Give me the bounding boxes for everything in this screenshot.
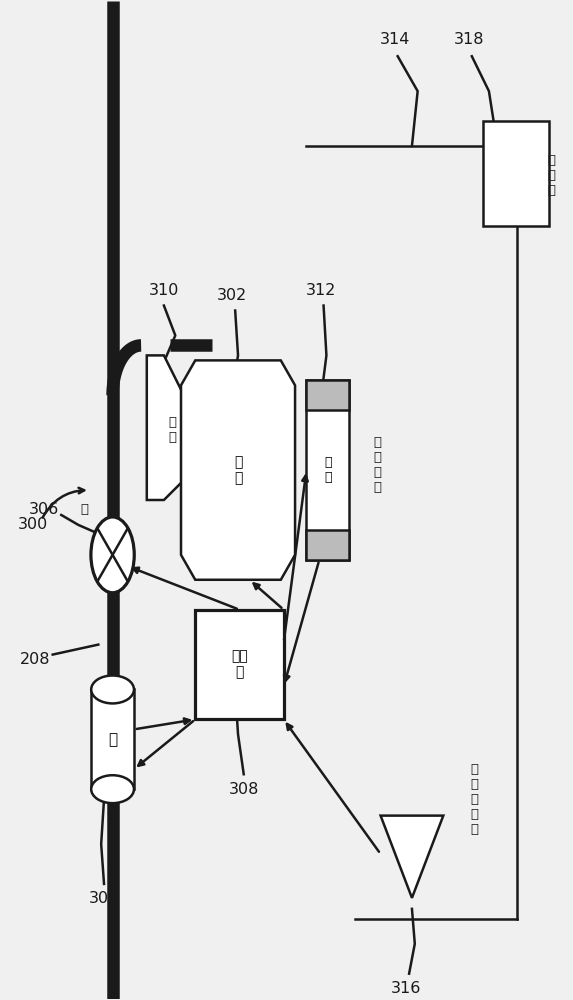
Ellipse shape <box>91 775 134 803</box>
Text: 304: 304 <box>89 891 119 906</box>
Text: 302: 302 <box>217 288 248 303</box>
Polygon shape <box>181 360 295 580</box>
Polygon shape <box>380 816 444 898</box>
Text: 300: 300 <box>18 517 48 532</box>
Bar <box>483 121 549 226</box>
Text: 318: 318 <box>454 32 484 47</box>
Text: 208: 208 <box>21 652 51 667</box>
Text: 314: 314 <box>380 32 410 47</box>
Bar <box>91 689 134 789</box>
Text: 液
位
传
感
器: 液 位 传 感 器 <box>470 763 478 836</box>
Text: 排
放
阀: 排 放 阀 <box>548 154 556 197</box>
Text: 310: 310 <box>149 283 179 298</box>
Text: 308: 308 <box>229 782 259 797</box>
Text: 312: 312 <box>305 283 336 298</box>
Polygon shape <box>147 355 184 500</box>
Text: 磨
稚: 磨 稚 <box>324 456 332 484</box>
Bar <box>307 380 349 560</box>
Text: 控制
器: 控制 器 <box>231 649 248 680</box>
Text: 316: 316 <box>391 981 421 996</box>
Text: 306: 306 <box>29 502 59 517</box>
Bar <box>307 380 349 410</box>
Text: 渗
出
容
器: 渗 出 容 器 <box>374 436 382 494</box>
Text: 阀: 阀 <box>80 503 88 516</box>
Circle shape <box>91 517 134 593</box>
Bar <box>195 610 284 719</box>
Text: 泵: 泵 <box>108 732 117 747</box>
Text: 碾
磨: 碾 磨 <box>234 455 242 485</box>
Bar <box>307 530 349 560</box>
Text: 漏
斗: 漏 斗 <box>168 416 176 444</box>
Ellipse shape <box>91 676 134 703</box>
